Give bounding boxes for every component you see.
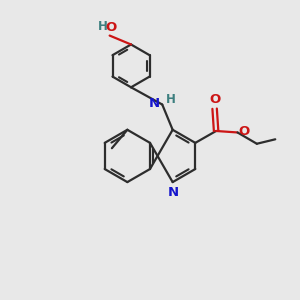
Text: H: H	[98, 20, 108, 33]
Text: H: H	[166, 93, 176, 106]
Text: O: O	[106, 21, 117, 34]
Text: O: O	[209, 93, 220, 106]
Text: N: N	[149, 97, 160, 110]
Text: O: O	[239, 125, 250, 138]
Text: N: N	[168, 186, 179, 199]
